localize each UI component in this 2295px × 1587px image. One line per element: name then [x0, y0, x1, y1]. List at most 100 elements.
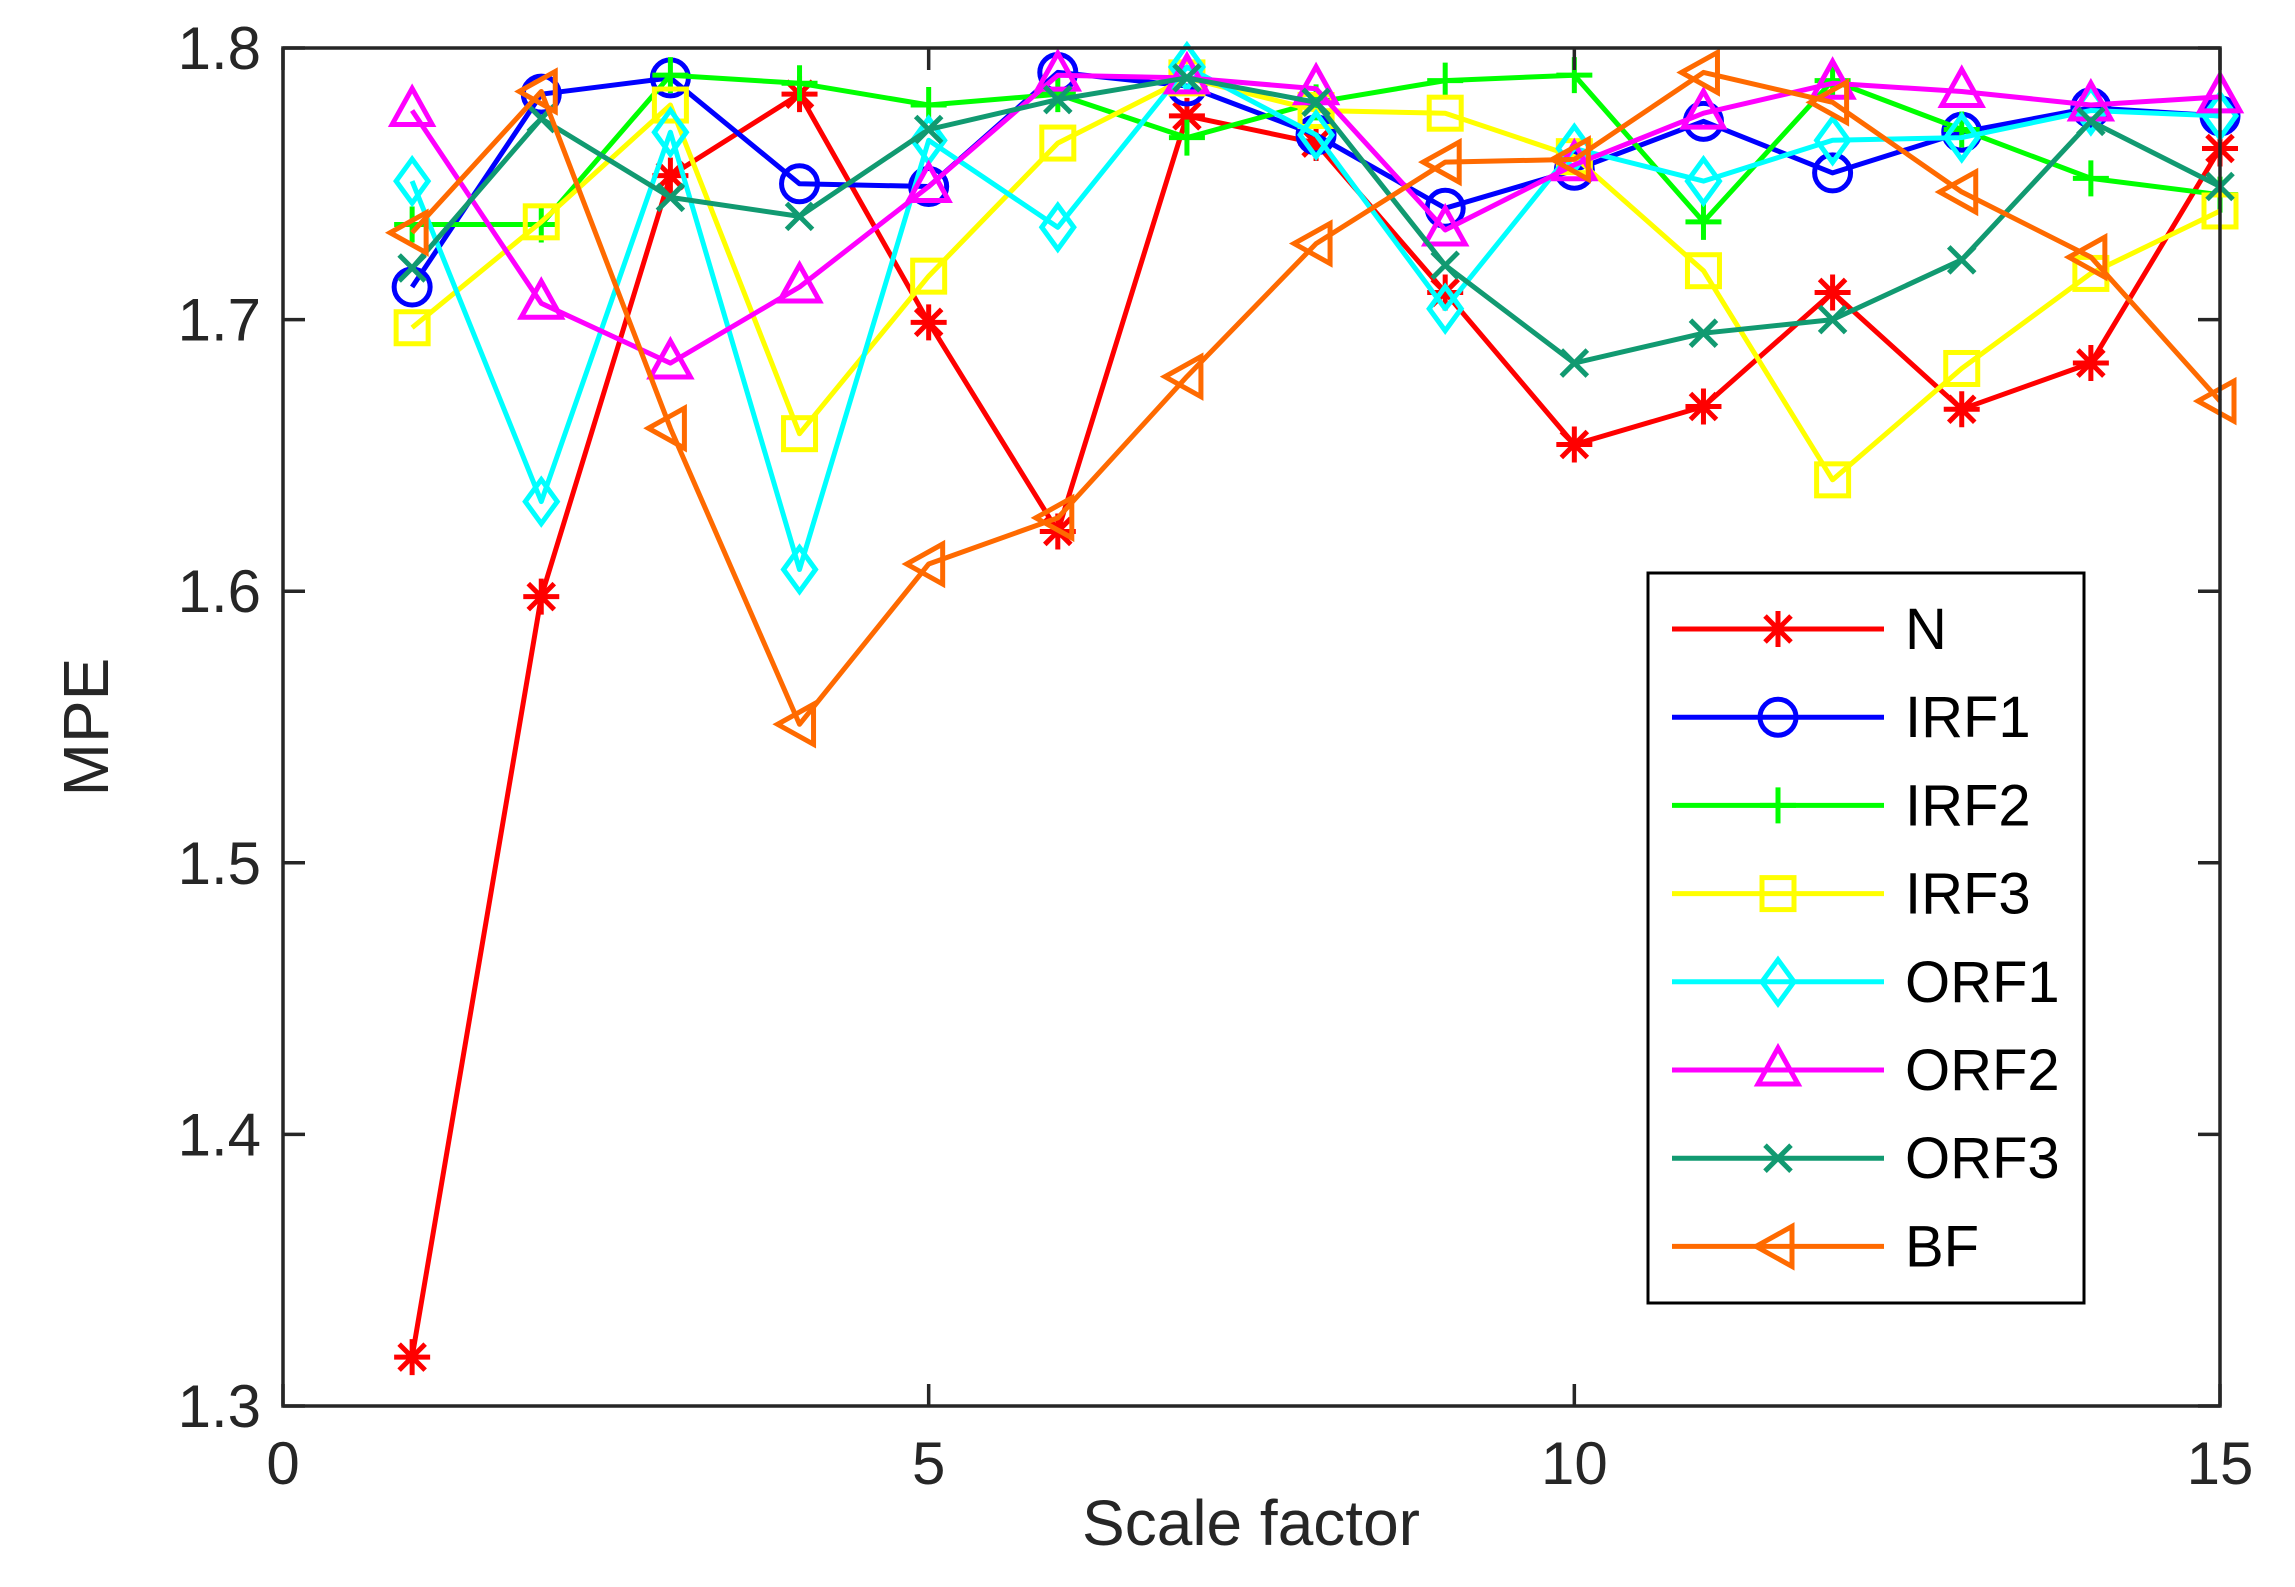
data-point-irf3 [393, 309, 431, 347]
legend-marker-irf2 [1760, 787, 1796, 824]
legend-label: ORF2 [1905, 1038, 2060, 1103]
legend-entry-irf1: IRF1 [1672, 685, 2031, 750]
x-tick-label: 5 [912, 1430, 945, 1497]
data-point-bf [1030, 493, 1075, 543]
legend-label: BF [1905, 1214, 1979, 1279]
data-point-orf1 [393, 154, 432, 208]
data-point-bf [384, 208, 429, 257]
data-point-orf3 [784, 201, 815, 232]
x-tick-label: 10 [1541, 1430, 1608, 1497]
plot-area-frame [281, 46, 2222, 1408]
legend: N IRF1 IRF2 IRF3 ORF1 ORF2 ORF3 BF [1646, 571, 2086, 1305]
data-point-orf2 [387, 83, 437, 127]
data-point-orf3 [1946, 245, 1977, 275]
legend-label: IRF2 [1905, 773, 2031, 838]
legend-label: ORF3 [1905, 1126, 2060, 1191]
data-point-orf3 [1172, 63, 1202, 93]
data-point-orf1 [651, 105, 690, 159]
data-point-orf2 [1162, 50, 1212, 95]
legend-marker-irf3 [1759, 875, 1797, 913]
y-tick-label: 1.5 [178, 830, 261, 897]
data-point-irf1 [779, 163, 821, 205]
legend-box [1646, 571, 2086, 1305]
x-tick-label: 15 [2187, 1430, 2254, 1497]
data-point-orf1 [1684, 154, 1723, 208]
series-orf2 [387, 48, 2245, 380]
data-point-bf [2063, 232, 2108, 282]
data-point-irf2 [2072, 160, 2109, 197]
data-point-bf [1418, 137, 1462, 187]
data-point-n [1427, 274, 1464, 311]
data-point-n [652, 157, 689, 194]
data-point-orf1 [1426, 282, 1465, 335]
data-point-irf2 [1685, 203, 1722, 240]
legend-entry-bf: BF [1672, 1214, 1979, 1279]
legend-marker-orf3 [1763, 1143, 1793, 1173]
data-point-orf1 [1942, 111, 1981, 164]
data-point-orf2 [517, 276, 566, 320]
series-line-orf1 [409, 64, 2221, 572]
data-point-orf3 [1559, 348, 1590, 378]
data-point-irf3 [522, 203, 560, 241]
data-point-n [1943, 391, 1980, 428]
data-point-orf3 [1043, 84, 1073, 115]
data-point-orf3 [2076, 106, 2106, 137]
data-point-orf2 [1937, 64, 1986, 108]
series-line-orf2 [410, 72, 2221, 366]
data-point-bf [2192, 376, 2237, 426]
data-point-bf [772, 700, 817, 749]
legend-marker-bf [1750, 1222, 1795, 1271]
data-point-orf2 [1679, 86, 1728, 130]
data-point-orf2 [646, 335, 695, 380]
data-point-orf3 [1301, 87, 1331, 118]
data-point-n [1556, 426, 1593, 463]
data-point-bf [1159, 352, 1204, 401]
data-point-orf3 [1430, 250, 1460, 281]
data-point-irf3 [1426, 94, 1464, 132]
data-point-orf2 [775, 259, 824, 304]
data-point-bf [1288, 219, 1333, 268]
data-point-n [1814, 274, 1851, 311]
data-point-orf3 [1817, 304, 1848, 335]
y-tick-label: 1.6 [178, 558, 261, 625]
data-point-orf2 [1808, 56, 1857, 100]
data-point-orf3 [1688, 318, 1719, 348]
legend-marker-orf2 [1753, 1042, 1803, 1087]
data-point-n [1685, 388, 1722, 425]
y-tick-label: 1.7 [178, 287, 261, 354]
data-point-irf3 [1943, 349, 1981, 387]
legend-label: N [1905, 597, 1947, 662]
legend-label: ORF1 [1905, 950, 2060, 1015]
axes-layer: 0 5 10 15 1.3 1.4 1.5 1.6 1.7 1.8 [178, 15, 2254, 1497]
data-point-bf [1934, 167, 1979, 217]
series-line-bf [410, 69, 2222, 727]
data-point-bf [1676, 48, 1720, 97]
data-point-orf1 [1813, 114, 1852, 167]
data-point-orf2 [904, 159, 953, 204]
data-point-bf [1805, 78, 1850, 127]
series-bf [384, 48, 2237, 749]
data-point-orf1 [1167, 40, 1207, 94]
data-point-irf2 [1168, 119, 1205, 156]
legend-entry-orf3: ORF3 [1672, 1126, 2060, 1191]
series-orf1 [393, 40, 2240, 596]
data-point-irf3 [1039, 124, 1077, 162]
y-axis-label: MPE [50, 658, 122, 797]
y-tick-label: 1.3 [178, 1373, 261, 1440]
data-point-orf2 [1033, 48, 1083, 92]
data-point-orf1 [522, 475, 561, 528]
data-point-orf1 [780, 543, 819, 596]
data-point-n [1298, 125, 1335, 162]
y-tick-label: 1.4 [178, 1101, 261, 1168]
data-point-bf [643, 403, 687, 453]
data-point-orf1 [1038, 201, 1077, 254]
data-point-orf3 [913, 114, 944, 145]
data-point-n [1168, 97, 1205, 134]
data-point-n [910, 304, 947, 341]
data-point-irf1 [1812, 152, 1854, 194]
legend-marker-orf1 [1758, 955, 1798, 1009]
legend-entry-orf2: ORF2 [1672, 1038, 2060, 1103]
series-orf3 [397, 63, 2235, 378]
data-point-irf3 [651, 86, 689, 124]
